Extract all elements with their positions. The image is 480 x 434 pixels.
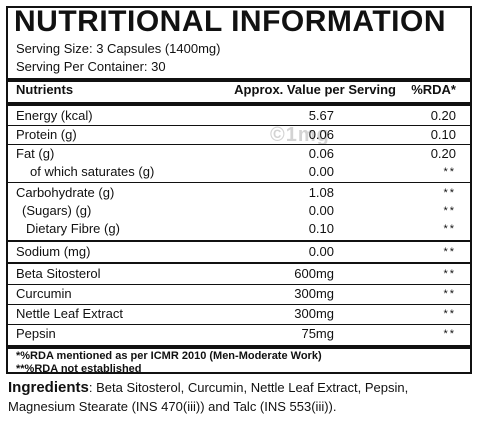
row-name: Carbohydrate (g) <box>16 185 115 200</box>
row-name: Fat (g) <box>16 146 55 161</box>
row-value: 0.00 <box>308 164 334 179</box>
row-divider <box>8 144 470 145</box>
row-rda: ** <box>443 205 456 217</box>
row-name: Sodium (mg) <box>16 244 91 259</box>
row-name: of which saturates (g) <box>30 164 155 179</box>
footnote-rda: *%RDA mentioned as per ICMR 2010 (Men-Mo… <box>16 350 322 362</box>
serving-size: Serving Size: 3 Capsules (1400mg) <box>16 41 221 56</box>
header-nutrients: Nutrients <box>16 82 74 97</box>
table-row: Protein (g) 0.06 0.10 <box>8 126 470 144</box>
row-name: Energy (kcal) <box>16 108 93 123</box>
ingredients-statement: Ingredients: Beta Sitosterol, Curcumin, … <box>8 378 474 416</box>
row-value: 0.00 <box>308 244 334 259</box>
row-rda: ** <box>443 288 456 300</box>
section-rule <box>8 262 470 264</box>
row-rda: ** <box>443 166 456 178</box>
table-row: Sodium (mg) 0.00 ** <box>8 243 470 261</box>
row-rda: 0.20 <box>430 108 456 123</box>
footnote-not-established: **%RDA not established <box>16 363 142 375</box>
table-row: Curcumin 300mg ** <box>8 285 470 303</box>
row-value: 0.06 <box>308 146 334 161</box>
row-rda: 0.20 <box>430 146 456 161</box>
table-row: Pepsin 75mg ** <box>8 325 470 343</box>
row-value: 75mg <box>301 326 334 341</box>
row-name: Nettle Leaf Extract <box>16 306 123 321</box>
ingredients-label: Ingredients <box>8 379 89 396</box>
panel-title: NUTRITIONAL INFORMATION <box>14 5 447 38</box>
nutrition-panel: NUTRITIONAL INFORMATION Serving Size: 3 … <box>6 5 472 375</box>
row-rda: ** <box>443 328 456 340</box>
row-divider <box>8 304 470 305</box>
table-row: (Sugars) (g) 0.00 ** <box>8 202 470 220</box>
row-value: 300mg <box>294 306 334 321</box>
table-row: Beta Sitosterol 600mg ** <box>8 265 470 283</box>
row-name: Curcumin <box>16 286 72 301</box>
header-top-rule <box>8 78 470 82</box>
row-name: Pepsin <box>16 326 56 341</box>
row-rda: ** <box>443 268 456 280</box>
row-divider <box>8 324 470 325</box>
row-rda: ** <box>443 223 456 235</box>
row-value: 300mg <box>294 286 334 301</box>
section-rule <box>8 240 470 242</box>
table-row: Fat (g) 0.06 0.20 <box>8 145 470 163</box>
row-value: 5.67 <box>308 108 334 123</box>
row-rda: ** <box>443 308 456 320</box>
header-value: Approx. Value per Serving <box>234 82 396 97</box>
serving-per-container: Serving Per Container: 30 <box>16 59 166 74</box>
table-row: Nettle Leaf Extract 300mg ** <box>8 305 470 323</box>
notes-rule <box>8 345 470 349</box>
row-name: (Sugars) (g) <box>22 203 92 218</box>
row-value: 0.10 <box>308 221 334 236</box>
header-rda: %RDA* <box>411 82 456 97</box>
table-row: of which saturates (g) 0.00 ** <box>8 163 470 181</box>
watermark-logo: ©1mg <box>270 124 330 146</box>
row-name: Dietary Fibre (g) <box>26 221 120 236</box>
row-divider <box>8 125 470 126</box>
row-value: 0.00 <box>308 203 334 218</box>
header-bottom-rule <box>8 102 470 106</box>
row-value: 1.08 <box>308 185 334 200</box>
row-value: 600mg <box>294 266 334 281</box>
row-divider <box>8 284 470 285</box>
row-value: 0.06 <box>308 127 334 142</box>
table-row: Carbohydrate (g) 1.08 ** <box>8 184 470 202</box>
ingredients-text: : Beta Sitosterol, Curcumin, Nettle Leaf… <box>8 380 409 414</box>
table-row: Energy (kcal) 5.67 0.20 <box>8 107 470 125</box>
table-row: Dietary Fibre (g) 0.10 ** <box>8 220 470 238</box>
row-divider <box>8 182 470 183</box>
row-name: Protein (g) <box>16 127 77 142</box>
row-rda: ** <box>443 187 456 199</box>
row-rda: ** <box>443 246 456 258</box>
row-rda: 0.10 <box>430 127 456 142</box>
row-name: Beta Sitosterol <box>16 266 101 281</box>
